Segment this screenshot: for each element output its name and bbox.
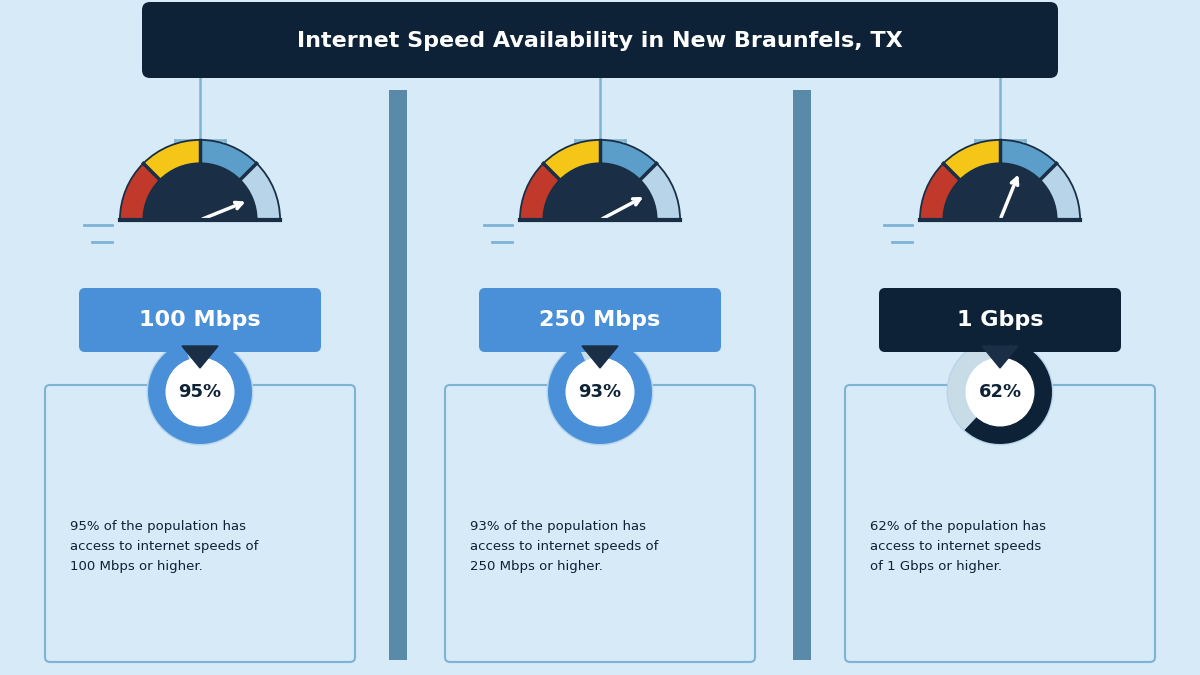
FancyBboxPatch shape <box>479 288 721 352</box>
Wedge shape <box>920 164 959 220</box>
Wedge shape <box>144 141 200 180</box>
Circle shape <box>966 358 1034 426</box>
FancyBboxPatch shape <box>142 2 1058 78</box>
Text: 93%: 93% <box>578 383 622 401</box>
FancyBboxPatch shape <box>793 90 811 660</box>
Circle shape <box>948 340 1052 444</box>
Text: Internet Speed Availability in New Braunfels, TX: Internet Speed Availability in New Braun… <box>298 31 902 51</box>
Wedge shape <box>148 340 252 444</box>
Wedge shape <box>548 340 652 444</box>
FancyBboxPatch shape <box>845 385 1154 662</box>
FancyBboxPatch shape <box>46 385 355 662</box>
Wedge shape <box>184 340 200 360</box>
Wedge shape <box>520 139 682 220</box>
Wedge shape <box>919 139 1081 220</box>
Polygon shape <box>182 346 218 368</box>
FancyBboxPatch shape <box>389 90 407 660</box>
FancyBboxPatch shape <box>878 288 1121 352</box>
Text: 100 Mbps: 100 Mbps <box>139 310 260 330</box>
Polygon shape <box>582 346 618 368</box>
Wedge shape <box>578 340 600 361</box>
Wedge shape <box>200 141 256 180</box>
Text: 95% of the population has
access to internet speeds of
100 Mbps or higher.: 95% of the population has access to inte… <box>70 520 258 573</box>
Wedge shape <box>121 164 160 220</box>
Wedge shape <box>942 163 1057 220</box>
Text: 1 Gbps: 1 Gbps <box>956 310 1043 330</box>
Wedge shape <box>542 163 658 220</box>
Text: 250 Mbps: 250 Mbps <box>539 310 661 330</box>
Wedge shape <box>1040 164 1079 220</box>
Wedge shape <box>641 164 679 220</box>
Wedge shape <box>1000 141 1056 180</box>
Wedge shape <box>521 164 559 220</box>
Wedge shape <box>600 141 656 180</box>
FancyBboxPatch shape <box>445 385 755 662</box>
Wedge shape <box>944 141 1000 180</box>
Wedge shape <box>965 340 1052 444</box>
Text: 62%: 62% <box>978 383 1021 401</box>
Wedge shape <box>143 163 258 220</box>
Wedge shape <box>948 340 1000 430</box>
Circle shape <box>148 340 252 444</box>
Circle shape <box>566 358 634 426</box>
Polygon shape <box>982 346 1018 368</box>
Circle shape <box>166 358 234 426</box>
Wedge shape <box>119 139 281 220</box>
Text: 93% of the population has
access to internet speeds of
250 Mbps or higher.: 93% of the population has access to inte… <box>470 520 659 573</box>
FancyBboxPatch shape <box>79 288 322 352</box>
Wedge shape <box>544 141 600 180</box>
Wedge shape <box>241 164 280 220</box>
Circle shape <box>548 340 652 444</box>
Text: 95%: 95% <box>179 383 222 401</box>
Text: 62% of the population has
access to internet speeds
of 1 Gbps or higher.: 62% of the population has access to inte… <box>870 520 1046 573</box>
